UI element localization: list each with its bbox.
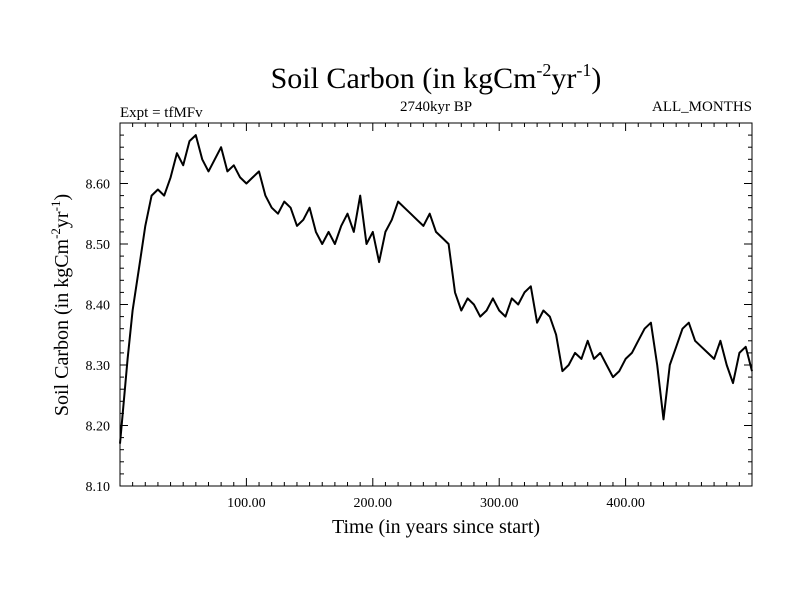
y-tick-label: 8.30	[86, 359, 111, 374]
subtitle-right: ALL_MONTHS	[652, 99, 752, 115]
x-tick-label: 300.00	[480, 496, 519, 511]
subtitle-left: Expt = tfMFv	[120, 105, 203, 121]
x-tick-label: 200.00	[354, 496, 393, 511]
y-axis-label: Soil Carbon (in kgCm-2yr-1)	[48, 194, 73, 416]
ticks	[120, 123, 752, 486]
series-line-soil-carbon	[119, 134, 753, 444]
x-tick-label: 100.00	[227, 496, 266, 511]
y-tick-label: 8.20	[86, 420, 111, 435]
y-tick-label: 8.60	[86, 178, 111, 193]
x-axis-label: Time (in years since start)	[332, 516, 540, 538]
plot-frame	[119, 122, 753, 487]
subtitle-center: 2740kyr BP	[400, 99, 472, 115]
x-tick-label: 400.00	[606, 496, 645, 511]
y-tick-label: 8.50	[86, 238, 111, 253]
y-tick-label: 8.10	[86, 480, 111, 495]
tick-labels: 100.00 200.00 300.00 400.00 8.10 8.20 8.30 8.40…	[86, 178, 645, 512]
chart-title: Soil Carbon (in kgCm-2yr-1)	[271, 60, 602, 95]
y-tick-label: 8.40	[86, 299, 111, 314]
